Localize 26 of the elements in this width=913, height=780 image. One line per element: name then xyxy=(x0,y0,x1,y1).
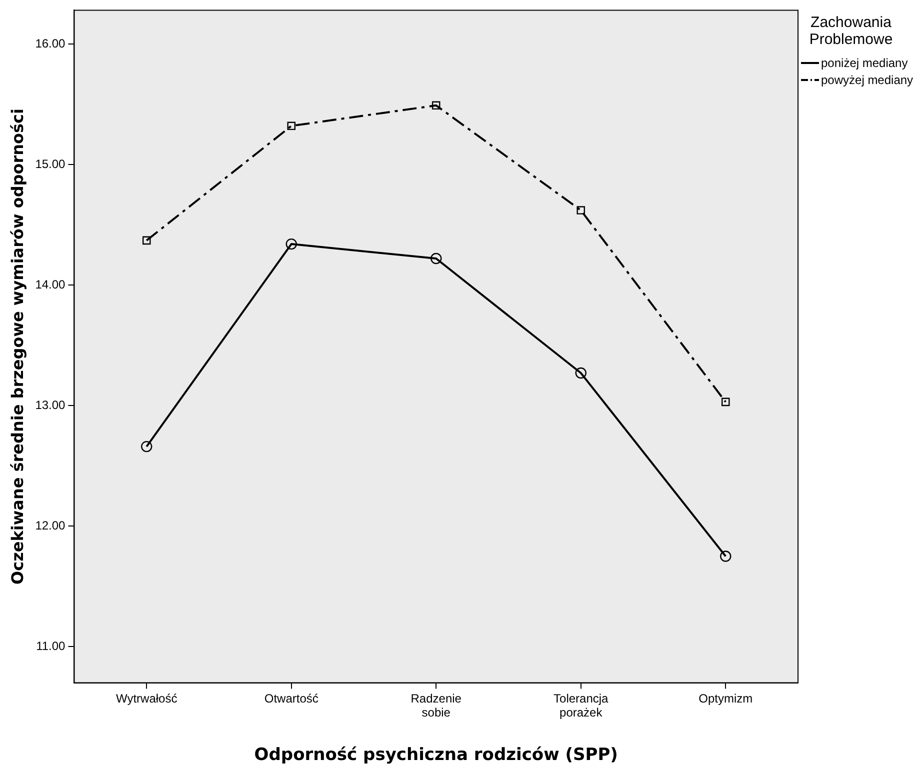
x-tick-label: Optymizm xyxy=(698,691,753,706)
y-tick-label: 12.00 xyxy=(35,518,66,532)
y-tick-label: 13.00 xyxy=(35,398,66,412)
point xyxy=(721,398,730,406)
x-tick-label: Tolerancja porażek xyxy=(554,691,609,720)
point xyxy=(287,122,296,130)
point xyxy=(576,206,586,214)
point xyxy=(430,252,442,264)
x-tick-label: Radzenie sobie xyxy=(410,691,462,720)
point xyxy=(141,440,152,452)
y-tick-label: 11.00 xyxy=(36,638,66,653)
y-tick-label: 16.00 xyxy=(35,36,66,50)
x-tick-label: Wytrwałość xyxy=(116,691,178,706)
legend-label: poniżej mediany xyxy=(821,56,908,70)
legend-label: powyżej mediany xyxy=(821,72,913,87)
y-tick-label: 15.00 xyxy=(35,156,66,171)
legend-title: Zachowania Problemowe xyxy=(808,14,894,48)
x-axis-title: Odporność psychiczna rodziców (SPP) xyxy=(254,745,618,766)
y-tick-label: 14.00 xyxy=(35,277,66,292)
x-tick-label: Otwartość xyxy=(264,691,318,706)
point xyxy=(142,236,151,245)
point xyxy=(432,101,440,110)
point xyxy=(720,550,732,562)
y-axis-title: Oczekiwane średnie brzegowe wymiarów odporności xyxy=(8,108,27,584)
point xyxy=(575,367,586,379)
point xyxy=(286,238,297,250)
